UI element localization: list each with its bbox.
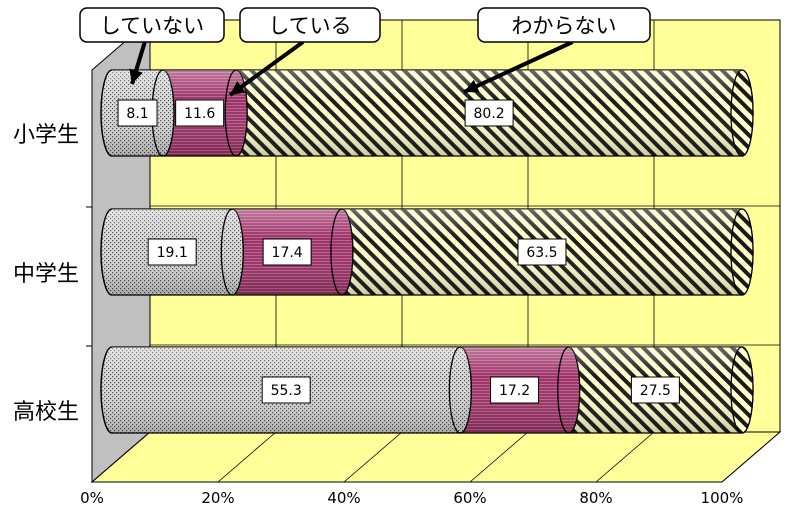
bar-joint — [557, 346, 569, 434]
legend-callout: していない — [79, 7, 225, 85]
data-label: 63.5 — [517, 238, 567, 266]
data-label: 80.2 — [464, 99, 514, 127]
data-label-box — [464, 99, 514, 127]
x-tick-label: 80% — [579, 489, 612, 507]
data-label: 17.4 — [262, 238, 312, 266]
bar-joint — [448, 346, 461, 434]
legend-arrow-line — [463, 40, 574, 94]
legend-box — [477, 7, 651, 43]
gridline-floor — [595, 431, 655, 483]
data-label-text: 11.6 — [184, 106, 215, 122]
bar-end-cap — [730, 69, 754, 157]
data-label: 11.6 — [175, 99, 225, 127]
legend-box — [79, 7, 225, 43]
bar-end-cap — [730, 346, 754, 434]
x-tick-label: 20% — [201, 489, 234, 507]
data-label-box — [630, 376, 680, 404]
data-label-box — [490, 376, 540, 404]
data-label-text: 55.3 — [271, 383, 302, 399]
legend-arrow-head — [230, 81, 246, 95]
data-label-text: 8.1 — [126, 106, 148, 122]
legend-label: わからない — [512, 14, 617, 38]
gridline-floor — [469, 431, 529, 483]
data-label-text: 17.2 — [499, 383, 530, 399]
data-label-box — [262, 238, 312, 266]
legend-label: している — [268, 14, 351, 38]
data-label: 19.1 — [147, 238, 197, 266]
x-axis-ticks: 0% 20% 40% 60% 80% 100% — [80, 489, 743, 507]
gridline-floor — [721, 431, 781, 483]
data-label: 55.3 — [261, 376, 311, 404]
bars: 8.1 11.6 80.2 19.1 17.4 63.5 55.3 17.2 27.5 — [100, 69, 754, 434]
data-label-box — [117, 99, 158, 127]
gridline-floor — [343, 431, 403, 483]
data-label: 8.1 — [117, 99, 158, 127]
x-tick-label: 60% — [453, 489, 486, 507]
data-label: 27.5 — [630, 376, 680, 404]
data-label-text: 19.1 — [157, 245, 188, 261]
legend-callouts: していない している わからない — [79, 7, 651, 97]
data-label-box — [175, 99, 225, 127]
gridline-floor — [217, 431, 277, 483]
bar-start-cap — [100, 346, 113, 434]
data-label-box — [517, 238, 567, 266]
legend-arrow-head — [464, 79, 480, 93]
legend-box — [239, 7, 381, 43]
bar-joint — [330, 208, 343, 296]
data-label-text: 80.2 — [474, 106, 505, 122]
legend-callout: している — [228, 7, 381, 97]
legend-arrow-line — [228, 40, 305, 97]
x-tick-label: 0% — [80, 489, 104, 507]
gridline-floor — [91, 431, 151, 483]
data-label: 17.2 — [490, 376, 540, 404]
legend-label: していない — [100, 14, 204, 38]
legend-arrow-head — [129, 68, 143, 84]
x-tick-label: 40% — [327, 489, 360, 507]
plot-floor — [90, 431, 782, 483]
data-label-text: 17.4 — [272, 245, 303, 261]
bar-joint — [220, 208, 233, 296]
category-label: 小学生 — [13, 123, 79, 148]
data-label-text: 27.5 — [640, 383, 671, 399]
bar-start-cap — [100, 208, 113, 296]
category-label: 高校生 — [13, 400, 79, 425]
data-label-box — [261, 376, 311, 404]
bar-end-cap — [730, 208, 754, 296]
legend-callout: わからない — [463, 7, 651, 94]
bar-start-cap — [100, 69, 113, 157]
data-label-box — [147, 238, 197, 266]
data-label-text: 63.5 — [526, 245, 557, 261]
category-label: 中学生 — [13, 262, 79, 287]
bar-joint — [224, 69, 237, 157]
x-tick-label: 100% — [701, 489, 744, 507]
